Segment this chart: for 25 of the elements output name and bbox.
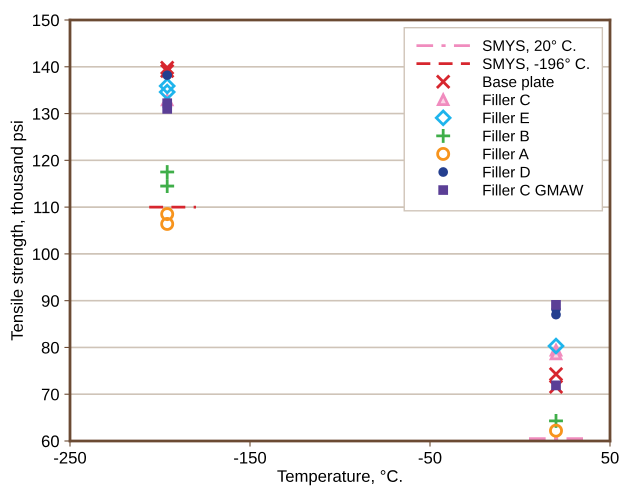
y-tick-label: 120 (33, 154, 59, 167)
legend-label: SMYS, 20° C. (482, 40, 576, 53)
y-axis-title: Tensile strength, thousand psi (10, 121, 26, 340)
y-tick-label: 140 (33, 61, 59, 73)
legend-label: SMYS, -196° C. (482, 58, 589, 71)
y-tick-label: 100 (33, 248, 59, 260)
legend-label: Filler C GMAW (483, 184, 584, 196)
legend-label: Base plate (483, 76, 554, 90)
y-tick-label: 60 (42, 435, 59, 448)
x-tick-label: -50 (418, 452, 442, 464)
y-tick-label: 130 (33, 108, 59, 120)
x-tick-label: -150 (234, 452, 266, 464)
x-tick-label: 50 (601, 452, 619, 464)
x-axis-title: Temperature, °C. (277, 470, 402, 486)
legend-label: Filler E (483, 112, 530, 124)
legend-label: Filler B (483, 130, 529, 142)
legend-label: Filler C (483, 94, 530, 106)
y-tick-label: 90 (42, 295, 59, 307)
y-tick-label: 70 (42, 388, 59, 400)
y-tick-label: 110 (34, 202, 59, 214)
y-tick-label: 150 (33, 14, 59, 26)
legend-label: Filler A (483, 148, 529, 160)
y-tick-label: 80 (42, 342, 59, 354)
legend-label: Filler D (483, 166, 530, 178)
x-tick-label: -250 (54, 452, 86, 464)
